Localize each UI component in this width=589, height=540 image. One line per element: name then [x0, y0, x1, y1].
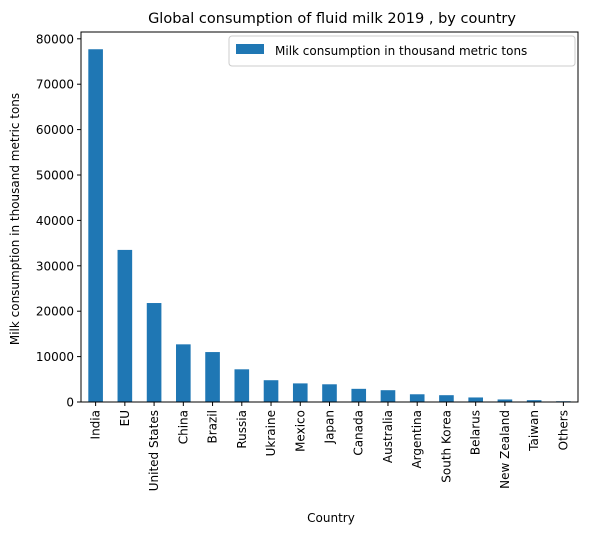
x-tick-label: Canada — [352, 410, 366, 456]
x-tick-label: United States — [147, 410, 161, 491]
x-tick-label: Others — [556, 410, 570, 450]
bar-new-zealand — [497, 399, 513, 402]
bar-eu — [117, 249, 133, 402]
x-tick-label: Mexico — [293, 410, 307, 452]
legend: Milk consumption in thousand metric tons — [228, 35, 576, 67]
y-tick-label: 10000 — [36, 350, 74, 364]
y-tick-label: 30000 — [36, 259, 74, 273]
bar-united-states — [146, 303, 162, 402]
legend-swatch — [236, 44, 264, 54]
y-tick-label: 60000 — [36, 123, 74, 137]
bar-argentina — [409, 394, 425, 402]
x-tick-label: Belarus — [469, 410, 483, 455]
x-tick-label: Brazil — [206, 410, 220, 444]
bar-japan — [322, 384, 337, 402]
y-tick-label: 80000 — [36, 32, 74, 46]
x-tick-label: Russia — [235, 410, 249, 449]
bar-china — [176, 344, 191, 402]
x-tick-label: Argentina — [410, 410, 424, 469]
bar-australia — [380, 390, 396, 402]
legend-frame — [228, 35, 576, 67]
y-tick-label: 40000 — [36, 214, 74, 228]
bar-mexico — [292, 383, 308, 402]
bar-russia — [234, 369, 250, 402]
y-tick-label: 50000 — [36, 169, 74, 183]
y-tick-label: 20000 — [36, 305, 74, 319]
plot-area: India EU United States China Brazil Russia Ukr… — [36, 31, 579, 491]
y-axis-label: Milk consumption in thousand metric tons — [8, 93, 22, 345]
bar-brazil — [205, 352, 220, 402]
bar-south-korea — [439, 395, 454, 402]
x-tick-label: Taiwan — [527, 410, 541, 452]
chart-title: Global consumption of fluid milk 2019 , … — [148, 11, 516, 27]
x-tick-label: Japan — [323, 410, 337, 444]
bar-taiwan — [526, 400, 542, 402]
legend-label: Milk consumption in thousand metric tons — [275, 44, 527, 58]
x-tick-label: South Korea — [439, 410, 453, 483]
y-tick-label: 0 — [66, 396, 74, 410]
x-tick-label: Australia — [381, 410, 395, 463]
bar-india — [88, 49, 103, 402]
bar-canada — [351, 388, 367, 402]
x-tick-label: New Zealand — [498, 410, 512, 489]
x-axis-label: Country — [307, 511, 355, 525]
x-tick-label: Ukraine — [264, 410, 278, 456]
y-tick-label: 70000 — [36, 78, 74, 92]
bar-belarus — [468, 397, 483, 402]
x-tick-label: EU — [118, 410, 132, 426]
x-tick-label: China — [176, 410, 190, 444]
x-tick-label: India — [89, 410, 103, 439]
axes-frame — [80, 31, 579, 403]
bar-ukraine — [263, 380, 279, 402]
